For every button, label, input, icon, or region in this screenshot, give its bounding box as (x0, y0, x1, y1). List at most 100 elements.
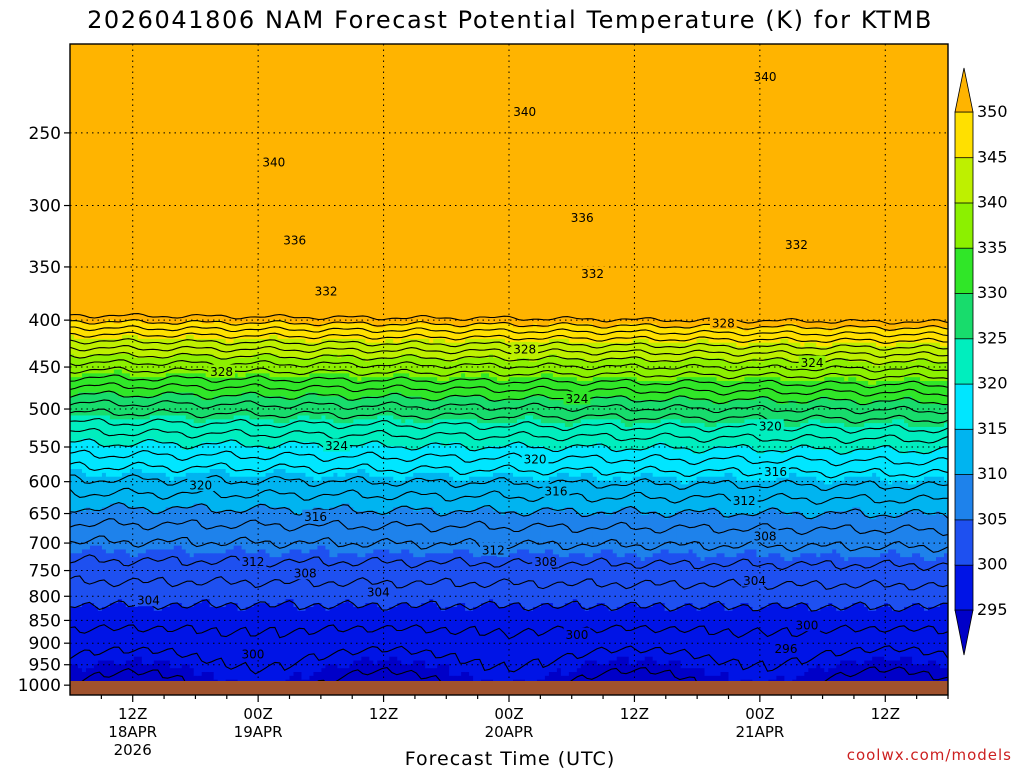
color-band-cell (485, 553, 490, 604)
color-band-cell (688, 511, 694, 551)
color-band-cell (788, 560, 793, 608)
color-band-cell (453, 419, 458, 443)
contour-line-350 (70, 319, 948, 331)
color-band-cell (469, 323, 474, 340)
color-band-cell (465, 358, 470, 378)
color-band-cell (337, 476, 342, 508)
color-band-cell (688, 327, 694, 344)
color-band-cell (201, 354, 207, 374)
color-band-cell (489, 400, 494, 424)
color-band-cell (616, 323, 622, 344)
color-band-cell (333, 44, 338, 325)
color-band-cell (700, 44, 706, 325)
color-band-cell (544, 44, 550, 328)
color-band-cell (389, 656, 394, 695)
color-band-cell (261, 44, 267, 325)
color-band-cell (640, 449, 646, 474)
color-band-cell (173, 392, 179, 417)
color-band-cell (928, 606, 933, 662)
color-band-cell (804, 380, 809, 405)
color-band-cell (700, 511, 706, 562)
color-band-cell (249, 323, 255, 340)
color-band-cell (864, 606, 869, 662)
color-band-cell (357, 469, 362, 512)
color-band-cell (357, 660, 362, 695)
x-tick-label: 2026 (114, 741, 152, 759)
color-band-cell (257, 503, 263, 551)
color-band-cell (121, 446, 127, 474)
color-band-cell (373, 342, 378, 359)
color-band-cell (281, 603, 287, 685)
color-band-cell (129, 335, 135, 355)
color-band-cell (848, 44, 853, 328)
color-band-cell (668, 44, 674, 328)
color-band-cell (165, 44, 171, 325)
color-band-cell (173, 323, 179, 340)
color-band-cell (501, 380, 506, 401)
color-band-cell (644, 423, 650, 451)
color-band-cell (421, 338, 426, 359)
color-band-cell (812, 380, 817, 401)
color-band-cell (696, 44, 702, 328)
color-band-cell (273, 507, 279, 558)
color-band-cell (405, 323, 410, 340)
color-band-cell (792, 472, 797, 512)
color-band-cell (540, 342, 546, 359)
color-band-cell (624, 377, 630, 397)
y-tick-label: 350 (29, 258, 61, 278)
color-band-cell (608, 660, 614, 695)
color-band-cell (93, 323, 99, 340)
contour-line-346 (70, 331, 948, 344)
color-band-cell (365, 472, 370, 512)
contour-label-text: 316 (304, 510, 327, 524)
color-band-cell (397, 660, 402, 695)
color-band-cell (756, 453, 762, 482)
color-band-cell (920, 358, 925, 382)
color-band-cell (70, 44, 75, 321)
color-band-cell (680, 396, 686, 424)
color-band-cell (261, 503, 267, 551)
color-band-cell (904, 377, 909, 397)
color-band-cell (165, 415, 171, 443)
color-band-cell (245, 44, 251, 325)
color-band-cell (281, 44, 287, 321)
color-band-cell (201, 338, 207, 355)
color-band-cell (417, 377, 422, 397)
contour-label-text: 324 (565, 392, 588, 406)
color-band-cell (676, 44, 682, 328)
color-band-cell (249, 338, 255, 359)
color-band-cell (169, 358, 175, 374)
color-band-cell (417, 472, 422, 512)
color-band-cell (405, 354, 410, 374)
color-band-cell (828, 423, 833, 451)
color-band-cell (161, 415, 167, 443)
color-band-cell (616, 557, 622, 608)
color-band-cell (485, 507, 490, 554)
color-band-cell (840, 480, 845, 512)
color-band-cell (604, 446, 610, 482)
color-band-cell (924, 327, 929, 344)
color-band-cell (125, 660, 131, 695)
color-band-cell (908, 396, 913, 428)
contour-label: 296 (772, 641, 800, 656)
color-band-cell (437, 323, 442, 340)
color-band-cell (77, 553, 83, 608)
color-band-cell (928, 476, 933, 516)
color-band-cell (808, 400, 813, 420)
color-band-cell (692, 400, 698, 424)
color-band-cell (644, 515, 650, 558)
color-band-cell (177, 373, 183, 394)
color-band-cell (93, 606, 99, 665)
color-band-cell (329, 476, 334, 508)
color-band-cell (712, 323, 718, 344)
color-band-cell (868, 361, 873, 386)
color-band-cell (329, 396, 334, 420)
contour-label-bg (542, 483, 570, 497)
color-band-cell (708, 342, 714, 359)
color-band-cell (409, 44, 414, 325)
color-band-cell (580, 380, 586, 401)
color-band-cell (828, 44, 833, 332)
color-band-cell (724, 327, 730, 344)
color-band-cell (824, 327, 829, 348)
contour-label-bg (563, 627, 591, 641)
